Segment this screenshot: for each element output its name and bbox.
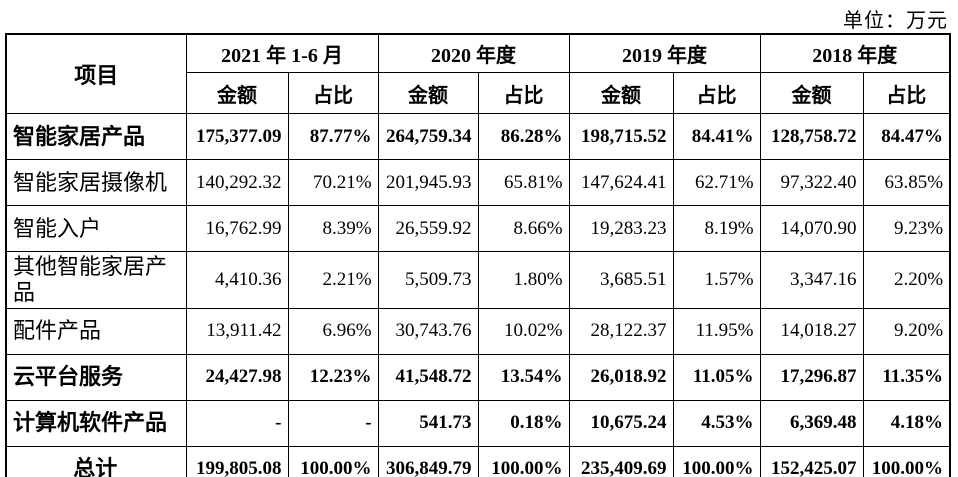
row-value: 4.53% bbox=[672, 399, 761, 447]
row-value: 9.23% bbox=[862, 205, 951, 252]
column-header-item: 项目 bbox=[5, 33, 187, 114]
row-value: 140,292.32 bbox=[185, 159, 289, 206]
row-value: 17,296.87 bbox=[759, 353, 864, 401]
row-value: 100.00% bbox=[672, 445, 761, 477]
row-value: 12.23% bbox=[287, 353, 379, 401]
row-value: 86.28% bbox=[477, 113, 570, 160]
row-label: 智能家居产品 bbox=[5, 113, 187, 160]
column-header-ratio: 占比 bbox=[862, 72, 951, 114]
table-row: 总计 199,805.08 100.00% 306,849.79 100.00%… bbox=[5, 445, 951, 477]
column-header-period-2018: 2018 年度 bbox=[759, 33, 951, 73]
table-row: 智能家居产品 175,377.09 87.77% 264,759.34 86.2… bbox=[5, 113, 951, 160]
column-header-period-2021: 2021 年 1-6 月 bbox=[185, 33, 379, 73]
row-value: 198,715.52 bbox=[568, 113, 674, 160]
row-value: 175,377.09 bbox=[185, 113, 289, 160]
table-body: 智能家居产品 175,377.09 87.77% 264,759.34 86.2… bbox=[5, 113, 951, 477]
row-value: 4.18% bbox=[862, 399, 951, 447]
row-label: 云平台服务 bbox=[5, 353, 187, 401]
row-value: 16,762.99 bbox=[185, 205, 289, 252]
row-value: 26,018.92 bbox=[568, 353, 674, 401]
column-header-amount: 金额 bbox=[185, 72, 289, 114]
table-row: 云平台服务 24,427.98 12.23% 41,548.72 13.54% … bbox=[5, 353, 951, 401]
table-row: 智能家居摄像机 140,292.32 70.21% 201,945.93 65.… bbox=[5, 159, 951, 206]
column-header-ratio: 占比 bbox=[477, 72, 570, 114]
row-value: 147,624.41 bbox=[568, 159, 674, 206]
row-value: 87.77% bbox=[287, 113, 379, 160]
table-row: 智能入户 16,762.99 8.39% 26,559.92 8.66% 19,… bbox=[5, 205, 951, 252]
column-header-ratio: 占比 bbox=[287, 72, 379, 114]
row-value: 264,759.34 bbox=[377, 113, 479, 160]
row-value: 3,347.16 bbox=[759, 251, 864, 309]
row-value: 100.00% bbox=[477, 445, 570, 477]
row-value: 306,849.79 bbox=[377, 445, 479, 477]
row-value: 2.21% bbox=[287, 251, 379, 309]
row-value: 84.47% bbox=[862, 113, 951, 160]
row-value: 13.54% bbox=[477, 353, 570, 401]
row-label: 总计 bbox=[5, 445, 187, 477]
row-value: 63.85% bbox=[862, 159, 951, 206]
table-row: 配件产品 13,911.42 6.96% 30,743.76 10.02% 28… bbox=[5, 307, 951, 355]
row-value: 5,509.73 bbox=[377, 251, 479, 309]
row-value: 1.57% bbox=[672, 251, 761, 309]
row-value: 9.20% bbox=[862, 307, 951, 355]
row-label: 配件产品 bbox=[5, 307, 187, 355]
row-value: 199,805.08 bbox=[185, 445, 289, 477]
header-row-subcolumns: 金额 占比 金额 占比 金额 占比 金额 占比 bbox=[6, 72, 951, 114]
row-value: 30,743.76 bbox=[377, 307, 479, 355]
row-value: 6.96% bbox=[287, 307, 379, 355]
row-value: 100.00% bbox=[862, 445, 951, 477]
row-value: 62.71% bbox=[672, 159, 761, 206]
row-value: 24,427.98 bbox=[185, 353, 289, 401]
row-value: 8.39% bbox=[287, 205, 379, 252]
row-value: 1.80% bbox=[477, 251, 570, 309]
row-value: 70.21% bbox=[287, 159, 379, 206]
row-value: 4,410.36 bbox=[185, 251, 289, 309]
row-value: 65.81% bbox=[477, 159, 570, 206]
row-value: 10,675.24 bbox=[568, 399, 674, 447]
revenue-breakdown-table: 项目 2021 年 1-6 月 2020 年度 2019 年度 2018 年度 … bbox=[5, 33, 952, 477]
row-value: 97,322.40 bbox=[759, 159, 864, 206]
column-header-amount: 金额 bbox=[377, 72, 479, 114]
column-header-period-2020: 2020 年度 bbox=[377, 33, 570, 73]
table-row: 计算机软件产品 - - 541.73 0.18% 10,675.24 4.53%… bbox=[5, 399, 951, 447]
column-header-amount: 金额 bbox=[759, 72, 864, 114]
row-label: 智能家居摄像机 bbox=[5, 159, 187, 206]
row-value: - bbox=[185, 399, 289, 447]
row-value: - bbox=[287, 399, 379, 447]
row-value: 28,122.37 bbox=[568, 307, 674, 355]
row-value: 26,559.92 bbox=[377, 205, 479, 252]
row-value: 14,018.27 bbox=[759, 307, 864, 355]
unit-label: 单位：万元 bbox=[843, 10, 948, 32]
header-row-periods: 项目 2021 年 1-6 月 2020 年度 2019 年度 2018 年度 bbox=[5, 33, 951, 114]
table-row: 其他智能家居产品 4,410.36 2.21% 5,509.73 1.80% 3… bbox=[5, 251, 951, 309]
row-value: 11.35% bbox=[862, 353, 951, 401]
row-value: 2.20% bbox=[862, 251, 951, 309]
row-value: 13,911.42 bbox=[185, 307, 289, 355]
row-value: 14,070.90 bbox=[759, 205, 864, 252]
row-value: 0.18% bbox=[477, 399, 570, 447]
column-header-amount: 金额 bbox=[568, 72, 674, 114]
row-label: 计算机软件产品 bbox=[5, 399, 187, 447]
row-value: 8.66% bbox=[477, 205, 570, 252]
row-value: 541.73 bbox=[377, 399, 479, 447]
row-value: 128,758.72 bbox=[759, 113, 864, 160]
row-value: 84.41% bbox=[672, 113, 761, 160]
row-value: 6,369.48 bbox=[759, 399, 864, 447]
row-value: 100.00% bbox=[287, 445, 379, 477]
row-value: 41,548.72 bbox=[377, 353, 479, 401]
row-value: 235,409.69 bbox=[568, 445, 674, 477]
row-label: 其他智能家居产品 bbox=[5, 251, 187, 309]
row-value: 3,685.51 bbox=[568, 251, 674, 309]
row-value: 152,425.07 bbox=[759, 445, 864, 477]
row-value: 8.19% bbox=[672, 205, 761, 252]
row-value: 11.95% bbox=[672, 307, 761, 355]
row-label: 智能入户 bbox=[5, 205, 187, 252]
row-value: 10.02% bbox=[477, 307, 570, 355]
column-header-ratio: 占比 bbox=[672, 72, 761, 114]
row-value: 201,945.93 bbox=[377, 159, 479, 206]
row-value: 11.05% bbox=[672, 353, 761, 401]
row-value: 19,283.23 bbox=[568, 205, 674, 252]
column-header-period-2019: 2019 年度 bbox=[568, 33, 761, 73]
